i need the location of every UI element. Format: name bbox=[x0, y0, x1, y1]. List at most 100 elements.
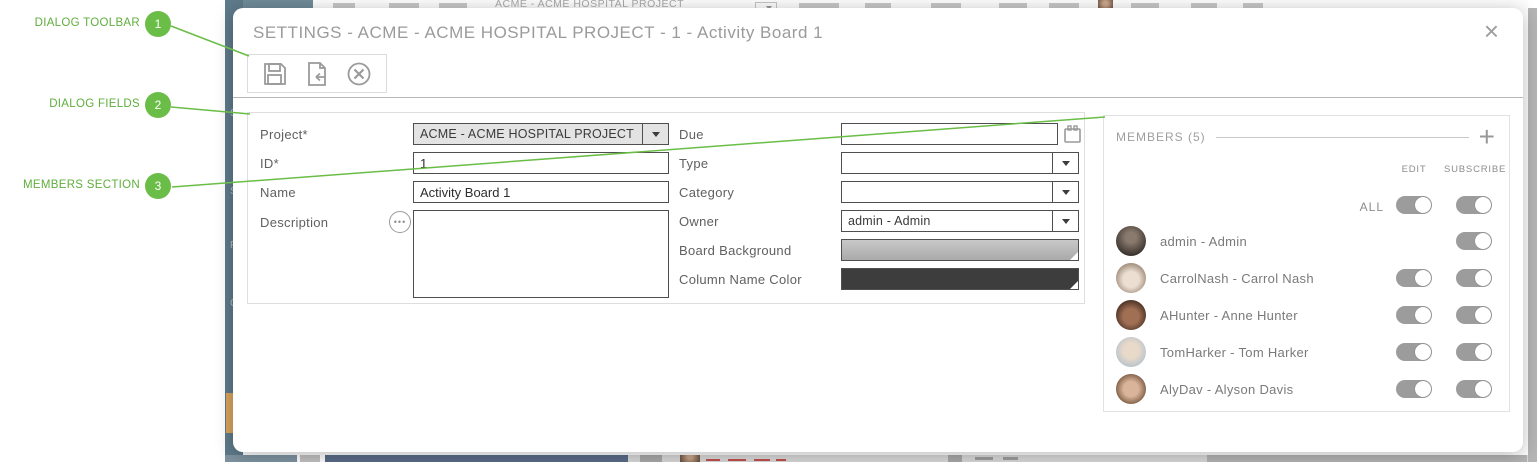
annotation-label-dialog-fields: DIALOG FIELDS bbox=[49, 98, 140, 110]
avatar bbox=[1116, 337, 1146, 367]
toggle-knob bbox=[1415, 197, 1431, 213]
background-bottom-chip bbox=[948, 455, 962, 462]
owner-select[interactable]: admin - Admin bbox=[841, 210, 1079, 232]
toggle-knob bbox=[1415, 344, 1431, 360]
member-edit-toggle[interactable] bbox=[1396, 343, 1432, 361]
column-name-color-picker[interactable] bbox=[841, 268, 1079, 290]
member-subscribe-toggle[interactable] bbox=[1456, 232, 1492, 250]
background-chip bbox=[799, 3, 839, 12]
member-subscribe-toggle[interactable] bbox=[1456, 343, 1492, 361]
owner-label: Owner bbox=[679, 214, 719, 229]
due-input[interactable] bbox=[841, 123, 1058, 145]
board-background-color-picker[interactable] bbox=[841, 239, 1079, 261]
board-background-label: Board Background bbox=[679, 243, 792, 258]
id-input[interactable] bbox=[413, 152, 669, 174]
member-subscribe-toggle[interactable] bbox=[1456, 380, 1492, 398]
members-header: MEMBERS (5) + bbox=[1116, 121, 1495, 152]
background-chip bbox=[389, 3, 419, 12]
all-subscribe-toggle[interactable] bbox=[1456, 196, 1492, 214]
members-title: MEMBERS (5) bbox=[1116, 130, 1206, 144]
type-select[interactable] bbox=[841, 152, 1079, 174]
background-chip bbox=[333, 3, 355, 12]
annotation-badge-2: 2 bbox=[145, 92, 171, 118]
toggle-knob bbox=[1415, 381, 1431, 397]
background-right-edge bbox=[1528, 8, 1537, 462]
subscribe-column-header: SUBSCRIBE bbox=[1444, 164, 1507, 175]
background-chip bbox=[439, 3, 467, 12]
category-select[interactable] bbox=[841, 181, 1079, 203]
member-name: CarrolNash - Carrol Nash bbox=[1160, 271, 1314, 286]
close-icon[interactable]: × bbox=[1483, 16, 1499, 46]
cancel-icon bbox=[347, 62, 371, 85]
type-select-value bbox=[842, 153, 1052, 173]
background-date-fragment bbox=[754, 459, 770, 461]
background-bottom-chip bbox=[975, 457, 993, 460]
all-row-label: ALL bbox=[1359, 200, 1384, 214]
avatar bbox=[1116, 374, 1146, 404]
cancel-button[interactable] bbox=[345, 60, 373, 88]
annotation-label-members-section: MEMBERS SECTION bbox=[23, 179, 140, 191]
background-chip bbox=[1191, 3, 1217, 12]
avatar bbox=[1116, 263, 1146, 293]
due-label: Due bbox=[679, 127, 704, 142]
member-edit-toggle[interactable] bbox=[1396, 380, 1432, 398]
members-header-rule bbox=[1215, 136, 1469, 138]
save-button[interactable] bbox=[261, 60, 289, 88]
member-name: AlyDav - Alyson Davis bbox=[1160, 382, 1294, 397]
description-expand-button[interactable]: ••• bbox=[389, 211, 411, 233]
background-bottom-bar bbox=[1207, 455, 1527, 462]
project-select-value: ACME - ACME HOSPITAL PROJECT bbox=[420, 127, 634, 141]
name-input[interactable] bbox=[413, 181, 669, 203]
calendar-icon[interactable] bbox=[1064, 125, 1081, 148]
background-chip bbox=[1131, 3, 1159, 12]
project-label: Project* bbox=[260, 127, 308, 142]
member-name: AHunter - Anne Hunter bbox=[1160, 308, 1298, 323]
member-subscribe-toggle[interactable] bbox=[1456, 269, 1492, 287]
background-chip bbox=[999, 3, 1027, 12]
description-textarea[interactable] bbox=[413, 210, 669, 298]
member-name: TomHarker - Tom Harker bbox=[1160, 345, 1309, 360]
background-chip bbox=[1243, 3, 1263, 12]
member-edit-toggle[interactable] bbox=[1396, 306, 1432, 324]
background-chip bbox=[931, 3, 961, 12]
type-label: Type bbox=[679, 156, 709, 171]
toggle-knob bbox=[1415, 307, 1431, 323]
chevron-down-icon bbox=[1052, 211, 1078, 231]
background-project-text: ACME - ACME HOSPITAL PROJECT bbox=[495, 0, 685, 10]
background-bottom-chip bbox=[300, 455, 320, 462]
column-name-color-label: Column Name Color bbox=[679, 272, 802, 287]
toggle-knob bbox=[1475, 270, 1491, 286]
background-bottom-chip bbox=[1003, 457, 1018, 460]
member-subscribe-toggle[interactable] bbox=[1456, 306, 1492, 324]
background-bottom-bar bbox=[325, 455, 628, 462]
ellipsis-icon: ••• bbox=[393, 217, 407, 227]
category-label: Category bbox=[679, 185, 735, 200]
add-member-button[interactable]: + bbox=[1478, 121, 1495, 152]
id-label: ID* bbox=[260, 156, 279, 171]
description-label: Description bbox=[260, 215, 329, 230]
toggle-knob bbox=[1475, 233, 1491, 249]
toggle-knob bbox=[1475, 307, 1491, 323]
background-date-fragment bbox=[706, 459, 720, 461]
dialog-toolbar bbox=[247, 54, 387, 93]
avatar bbox=[1116, 226, 1146, 256]
background-bottom-avatar bbox=[680, 455, 700, 462]
member-edit-toggle[interactable] bbox=[1396, 269, 1432, 287]
owner-select-value: admin - Admin bbox=[848, 214, 931, 228]
save-icon bbox=[264, 62, 286, 85]
category-select-value bbox=[842, 182, 1052, 202]
background-bottom-chip bbox=[640, 455, 662, 462]
all-edit-toggle[interactable] bbox=[1396, 196, 1432, 214]
dialog-title: SETTINGS - ACME - ACME HOSPITAL PROJECT … bbox=[253, 23, 824, 42]
background-bottom-strip bbox=[628, 455, 1528, 462]
toolbar-separator bbox=[233, 97, 1523, 98]
toggle-knob bbox=[1475, 197, 1491, 213]
project-select[interactable]: ACME - ACME HOSPITAL PROJECT bbox=[413, 123, 669, 145]
save-and-exit-icon bbox=[308, 61, 326, 86]
save-and-exit-button[interactable] bbox=[303, 60, 331, 88]
annotation-label-dialog-toolbar: DIALOG TOOLBAR bbox=[34, 17, 140, 29]
background-chip bbox=[1049, 3, 1079, 12]
dialog-fields-panel: Project* ACME - ACME HOSPITAL PROJECT ID… bbox=[247, 112, 1085, 304]
background-date-fragment bbox=[776, 459, 786, 461]
